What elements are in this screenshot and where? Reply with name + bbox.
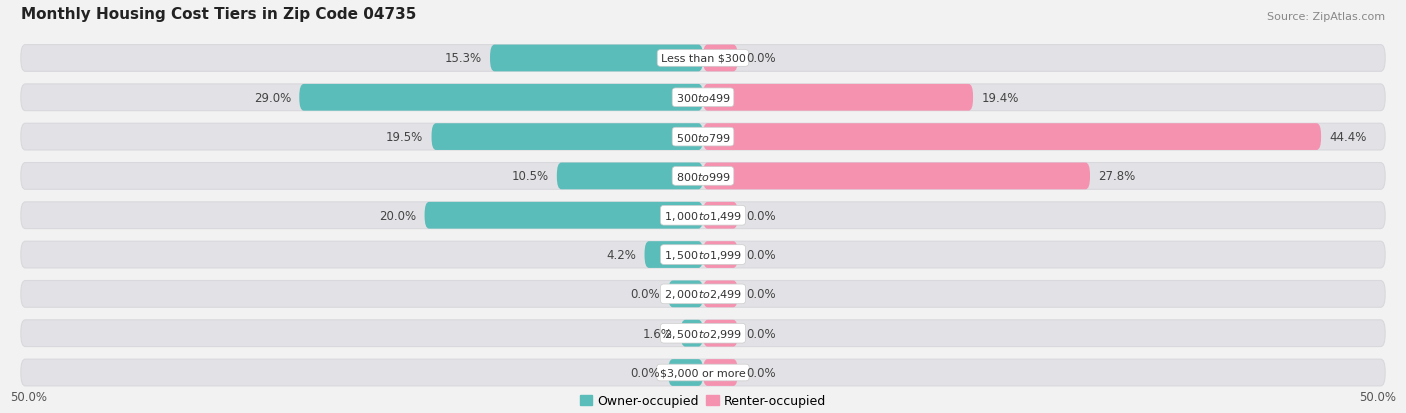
FancyBboxPatch shape [21,281,1385,308]
Text: $2,000 to $2,499: $2,000 to $2,499 [664,288,742,301]
FancyBboxPatch shape [703,359,738,386]
Text: 0.0%: 0.0% [747,366,776,379]
FancyBboxPatch shape [644,242,703,268]
FancyBboxPatch shape [668,281,703,308]
Text: 27.8%: 27.8% [1098,170,1136,183]
Text: 20.0%: 20.0% [380,209,416,222]
Text: 0.0%: 0.0% [630,288,659,301]
Text: 19.4%: 19.4% [981,92,1019,104]
FancyBboxPatch shape [703,242,738,268]
Text: 4.2%: 4.2% [606,249,636,261]
Text: 15.3%: 15.3% [444,52,482,65]
Text: Source: ZipAtlas.com: Source: ZipAtlas.com [1267,12,1385,21]
FancyBboxPatch shape [21,320,1385,347]
Legend: Owner-occupied, Renter-occupied: Owner-occupied, Renter-occupied [579,394,827,407]
FancyBboxPatch shape [21,45,1385,72]
Text: $1,000 to $1,499: $1,000 to $1,499 [664,209,742,222]
Text: Monthly Housing Cost Tiers in Zip Code 04735: Monthly Housing Cost Tiers in Zip Code 0… [21,7,416,21]
Text: 0.0%: 0.0% [747,52,776,65]
Text: 19.5%: 19.5% [385,131,423,144]
Text: $1,500 to $1,999: $1,500 to $1,999 [664,249,742,261]
Text: $800 to $999: $800 to $999 [675,171,731,183]
FancyBboxPatch shape [432,124,703,151]
FancyBboxPatch shape [491,45,703,72]
FancyBboxPatch shape [703,202,738,229]
Text: 0.0%: 0.0% [747,288,776,301]
Text: 29.0%: 29.0% [253,92,291,104]
FancyBboxPatch shape [703,281,738,308]
Text: 0.0%: 0.0% [747,209,776,222]
Text: $3,000 or more: $3,000 or more [661,368,745,377]
FancyBboxPatch shape [299,85,703,112]
Text: 0.0%: 0.0% [747,249,776,261]
Text: $300 to $499: $300 to $499 [675,92,731,104]
FancyBboxPatch shape [425,202,703,229]
FancyBboxPatch shape [681,320,703,347]
Text: 44.4%: 44.4% [1330,131,1367,144]
FancyBboxPatch shape [21,163,1385,190]
FancyBboxPatch shape [21,85,1385,112]
FancyBboxPatch shape [21,242,1385,268]
FancyBboxPatch shape [21,202,1385,229]
Text: $2,500 to $2,999: $2,500 to $2,999 [664,327,742,340]
Text: 0.0%: 0.0% [630,366,659,379]
FancyBboxPatch shape [703,163,1090,190]
FancyBboxPatch shape [703,124,1322,151]
FancyBboxPatch shape [703,85,973,112]
Text: Less than $300: Less than $300 [661,54,745,64]
FancyBboxPatch shape [21,359,1385,386]
FancyBboxPatch shape [21,124,1385,151]
FancyBboxPatch shape [703,45,738,72]
Text: 0.0%: 0.0% [747,327,776,340]
FancyBboxPatch shape [557,163,703,190]
Text: 1.6%: 1.6% [643,327,672,340]
Text: 10.5%: 10.5% [512,170,548,183]
Text: 50.0%: 50.0% [10,390,46,403]
FancyBboxPatch shape [703,320,738,347]
FancyBboxPatch shape [668,359,703,386]
Text: 50.0%: 50.0% [1360,390,1396,403]
Text: $500 to $799: $500 to $799 [675,131,731,143]
